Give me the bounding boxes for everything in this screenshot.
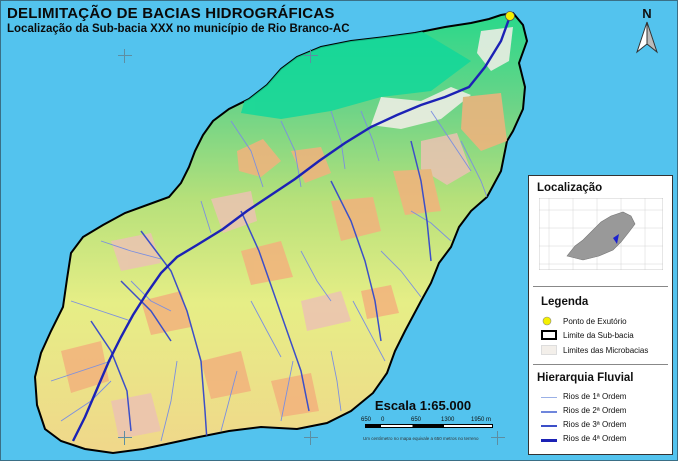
map-title: DELIMITAÇÃO DE BACIAS HIDROGRÁFICAS	[7, 5, 335, 22]
river-order-2-label: Rios de 2ª Ordem	[563, 406, 627, 415]
legend-panel: Localização Legenda Ponto de Exutório Li…	[528, 175, 673, 455]
river-order-3-icon	[541, 425, 557, 427]
river-hierarchy-title: Hierarquia Fluvial	[537, 372, 634, 384]
river-order-4-icon	[541, 439, 557, 442]
legend-title: Legenda	[541, 296, 589, 308]
scale-tick: 1300	[441, 417, 455, 423]
river-order-3-label: Rios de 3ª Ordem	[563, 420, 627, 429]
locator-title: Localização	[537, 182, 603, 194]
river-order-1-icon	[541, 397, 557, 398]
grid-cross	[118, 49, 132, 63]
rivers-minor	[50, 110, 488, 442]
rivers-third-order	[90, 140, 432, 442]
yellow-circle-icon	[542, 316, 552, 326]
scale-title: Escala 1:65.000	[374, 398, 472, 413]
river-order-4-label: Rios de 4ª Ordem	[563, 434, 627, 443]
legend-label-basin-limit: Limite da Sub-bacia	[563, 331, 634, 340]
grid-cross	[304, 49, 318, 63]
scale-bar-graphic	[365, 424, 493, 428]
grid-cross	[304, 431, 318, 445]
north-label: N	[642, 6, 652, 21]
scale-bar: Escala 1:65.000 650 0 650 1300 1950 m Um…	[353, 398, 513, 448]
scale-note: Um centímetro no mapa equivale a 650 met…	[363, 436, 479, 441]
scale-tick: 1950 m	[471, 417, 492, 423]
scale-tick: 650	[411, 417, 422, 423]
north-arrow: N	[629, 6, 665, 56]
north-arrow-icon	[635, 21, 659, 54]
map-subtitle: Localização da Sub-bacia XXX no municípi…	[7, 23, 350, 35]
grid-cross	[118, 431, 132, 445]
locator-map	[539, 198, 663, 270]
black-outline-box-icon	[541, 330, 557, 340]
grid-cross	[491, 431, 505, 445]
outlet-point	[505, 11, 515, 21]
river-order-1-label: Rios de 1ª Ordem	[563, 392, 627, 401]
legend-label-outlet: Ponto de Exutório	[563, 317, 627, 326]
scale-tick: 0	[381, 417, 385, 423]
light-box-icon	[541, 345, 557, 355]
main-river-4th-order	[71, 18, 511, 442]
river-order-2-icon	[541, 411, 557, 413]
legend-label-microbasins: Limites das Microbacias	[563, 346, 649, 355]
scale-tick: 650	[361, 417, 372, 423]
